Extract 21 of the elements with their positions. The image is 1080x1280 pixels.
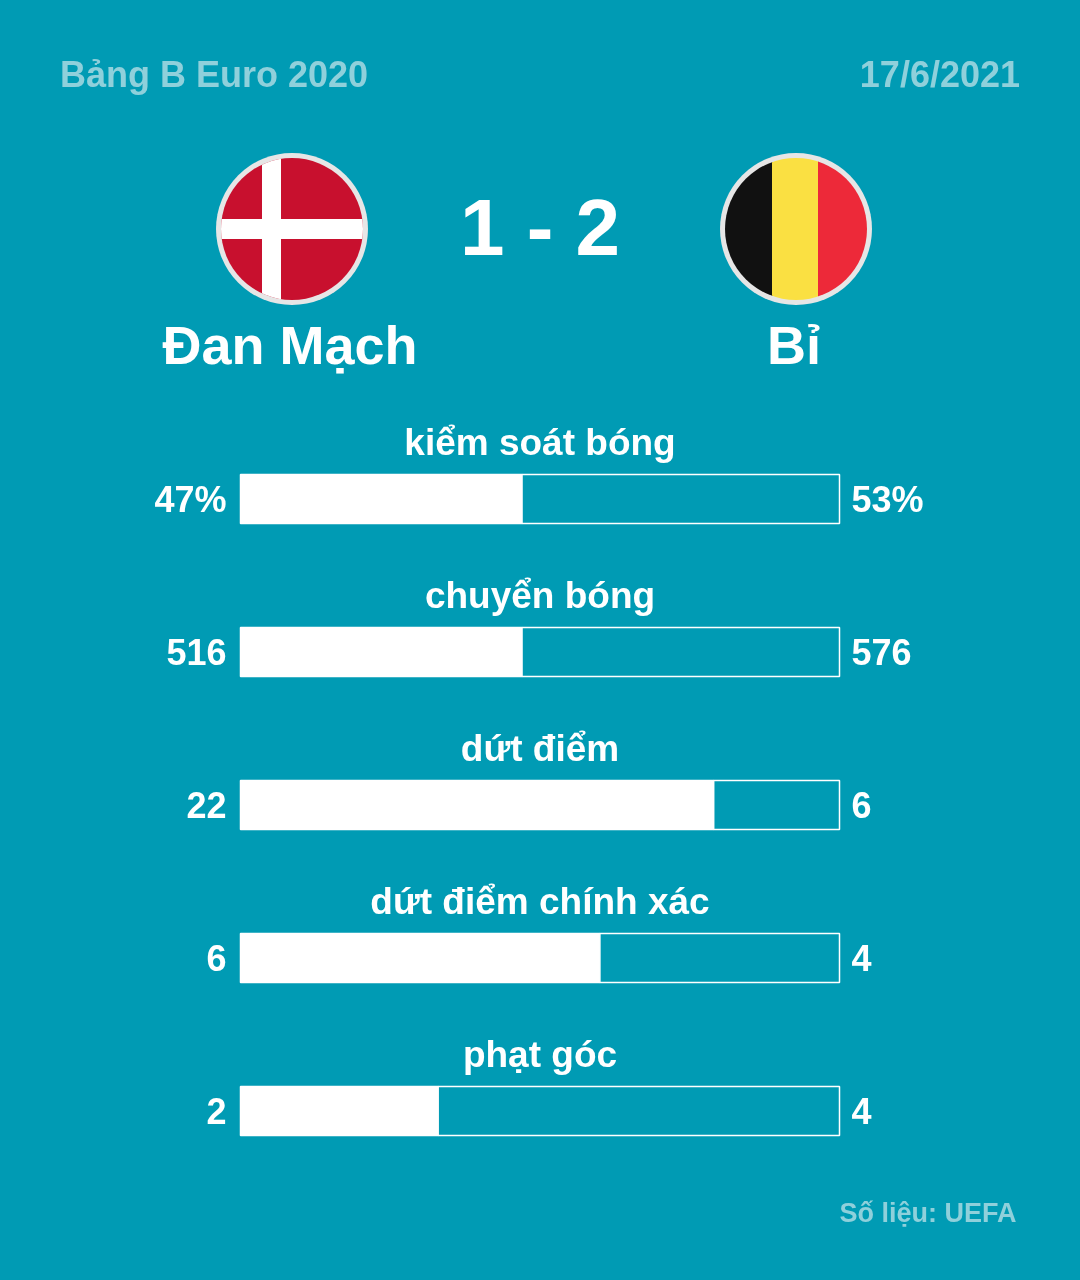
text: 1 - 2 — [458, 183, 622, 272]
y-tick-label: dứt điểm chính xác — [370, 880, 710, 922]
chart-title: Bảng B Euro 2020 — [60, 54, 369, 95]
y-tick-label: phạt góc — [462, 1033, 618, 1075]
text: 516 — [166, 632, 227, 673]
text: 4 — [851, 1091, 872, 1132]
text: 53% — [851, 478, 924, 520]
y-tick-label: chuyển bóng — [424, 574, 656, 616]
y-tick-label: kiểm soát bóng — [404, 421, 676, 463]
text: 4 — [851, 938, 872, 979]
y-tick-label: dứt điểm — [460, 727, 620, 769]
text: 576 — [851, 632, 912, 673]
text: Số liệu: UEFA — [839, 1197, 1017, 1228]
text: 22 — [186, 785, 227, 826]
text: 47% — [154, 478, 227, 520]
series-label: Đan Mạch — [161, 314, 419, 376]
text: 17/6/2021 — [859, 54, 1020, 95]
text: 6 — [851, 785, 872, 826]
text: 2 — [206, 1091, 227, 1132]
text: 6 — [206, 938, 227, 979]
series-label: Bỉ — [766, 314, 822, 376]
